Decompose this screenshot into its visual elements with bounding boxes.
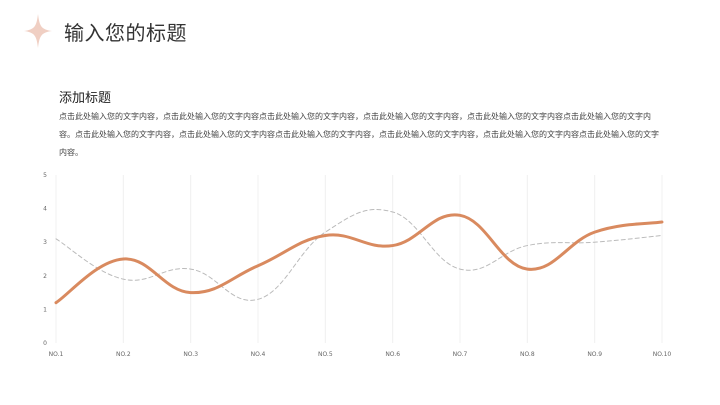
page-title: 输入您的标题 — [64, 21, 187, 45]
y-tick-label: 0 — [43, 340, 47, 347]
x-tick-label: NO.2 — [116, 351, 131, 358]
y-tick-label: 4 — [43, 206, 47, 213]
x-tick-label: NO.1 — [49, 351, 64, 358]
x-tick-label: NO.7 — [453, 351, 468, 358]
series-line-solid — [54, 213, 664, 305]
x-tick-label: NO.4 — [251, 351, 266, 358]
y-tick-label: 3 — [43, 239, 47, 246]
x-tick-label: NO.9 — [587, 351, 602, 358]
x-tick-label: NO.5 — [318, 351, 333, 358]
x-tick-label: NO.8 — [520, 351, 535, 358]
section-subtitle: 添加标题 — [59, 91, 112, 106]
x-tick-label: NO.3 — [183, 351, 198, 358]
y-tick-label: 1 — [43, 306, 47, 313]
x-tick-label: NO.10 — [653, 351, 672, 358]
series-line-dashed — [55, 209, 663, 301]
y-tick-label: 5 — [43, 172, 47, 179]
star-icon — [24, 14, 52, 48]
x-tick-label: NO.6 — [385, 351, 400, 358]
y-tick-label: 2 — [43, 273, 47, 280]
section-body-text: 点击此处输入您的文字内容，点击此处输入您的文字内容点击此处输入您的文字内容，点击… — [59, 112, 659, 157]
